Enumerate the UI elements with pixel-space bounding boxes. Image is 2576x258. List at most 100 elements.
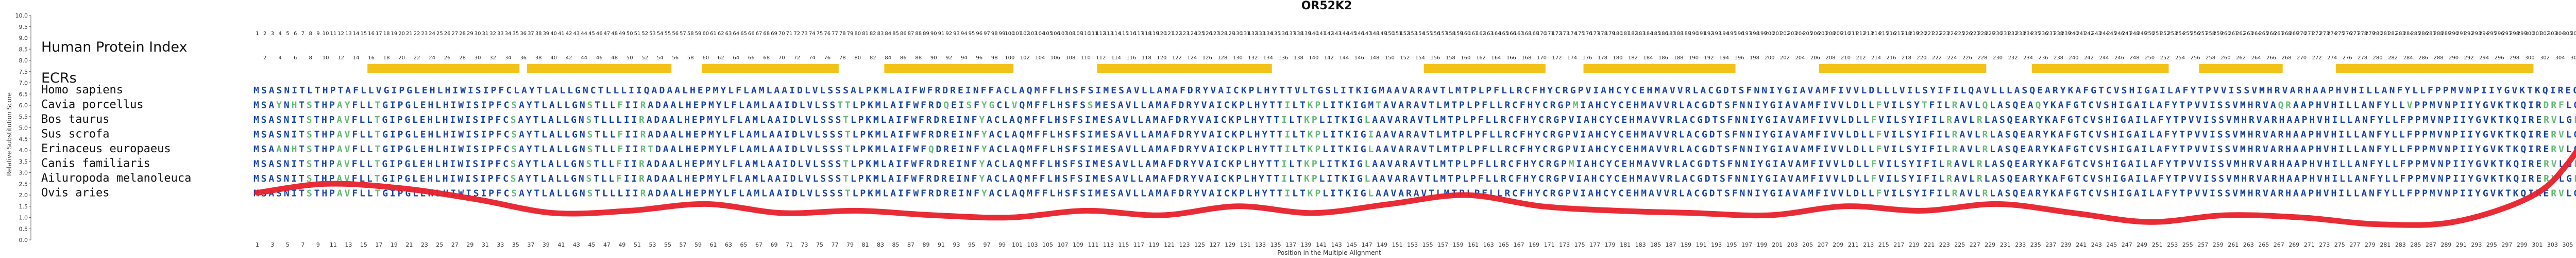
index-number: 268 [2282, 55, 2292, 61]
index-number: 232 [2008, 55, 2018, 61]
y-tick-label: 2.0 [19, 192, 28, 199]
index-number: 133 [1256, 31, 1265, 37]
x-tick-label: 241 [2076, 241, 2087, 248]
index-number: 30 [474, 55, 481, 61]
index-number: 220 [1917, 31, 1926, 37]
x-tick-label: 189 [1681, 241, 1691, 248]
index-number: 11 [330, 31, 337, 37]
index-number: 102 [1020, 55, 1030, 61]
index-number: 253 [2167, 31, 2177, 37]
index-number: 57 [680, 31, 686, 37]
index-number: 34 [505, 55, 512, 61]
x-tick-label: 111 [1088, 241, 1099, 248]
index-number: 80 [854, 55, 861, 61]
index-number: 182 [1628, 31, 1638, 37]
index-number: 172 [1552, 55, 1562, 61]
index-number: 125 [1195, 31, 1205, 37]
x-tick-label: 213 [1863, 241, 1874, 248]
x-tick-label: 81 [862, 241, 869, 248]
index-number: 64 [733, 55, 739, 61]
index-number: 144 [1339, 55, 1349, 61]
index-number: 88 [915, 55, 922, 61]
index-number: 56 [672, 31, 679, 37]
index-number: 234 [2023, 31, 2033, 37]
x-tick-label: 209 [1833, 241, 1843, 248]
index-number: 290 [2449, 31, 2459, 37]
human-index-label: Human Protein Index [41, 39, 188, 55]
index-number: 160 [1461, 55, 1470, 61]
index-number: 28 [459, 31, 466, 37]
x-tick-label: 41 [557, 241, 565, 248]
index-number: 252 [2160, 55, 2170, 61]
index-number: 142 [1324, 55, 1334, 61]
x-tick-label: 57 [679, 241, 686, 248]
index-number: 184 [1643, 55, 1653, 61]
x-tick-label: 145 [1346, 241, 1357, 248]
index-number: 58 [687, 55, 694, 61]
x-tick-label: 203 [1787, 241, 1798, 248]
x-tick-label: 225 [1954, 241, 1965, 248]
index-number: 246 [2114, 55, 2124, 61]
index-number: 270 [2297, 55, 2307, 61]
index-number: 289 [2441, 31, 2451, 37]
index-number: 177 [1590, 31, 1600, 37]
index-number: 264 [2251, 55, 2261, 61]
x-tick-label: 183 [1635, 241, 1646, 248]
index-number: 126 [1202, 55, 1212, 61]
index-number: 69 [771, 31, 777, 37]
index-number: 296 [2495, 31, 2504, 37]
index-number: 190 [1689, 31, 1699, 37]
ecr-bar [2335, 64, 2534, 73]
index-number: 245 [2107, 31, 2116, 37]
x-tick-label: 173 [1559, 241, 1570, 248]
index-number: 82 [870, 31, 876, 37]
index-number: 114 [1111, 31, 1121, 37]
species-name: Sus scrofa [41, 128, 109, 141]
index-number: 256 [2190, 31, 2200, 37]
index-number: 28 [459, 55, 466, 61]
x-tick-label: 299 [2517, 241, 2528, 248]
index-number: 304 [2555, 55, 2565, 61]
ecr-label: ECRs [41, 70, 77, 86]
x-tick-label: 103 [1027, 241, 1038, 248]
x-tick-label: 169 [1529, 241, 1539, 248]
index-number: 51 [634, 31, 641, 37]
index-number: 250 [2145, 31, 2155, 37]
index-number: 150 [1385, 31, 1395, 37]
index-number: 149 [1377, 31, 1387, 37]
index-number: 231 [2001, 31, 2010, 37]
index-number: 235 [2031, 31, 2041, 37]
x-tick-label: 245 [2106, 241, 2117, 248]
index-number: 116 [1126, 55, 1136, 61]
index-number: 286 [2418, 31, 2428, 37]
index-number: 192 [1704, 55, 1714, 61]
index-number: 280 [2373, 31, 2383, 37]
index-number: 176 [1582, 55, 1592, 61]
index-number: 230 [1993, 55, 2003, 61]
index-number: 173 [1560, 31, 1569, 37]
index-number: 14 [353, 55, 360, 61]
index-number: 24 [429, 55, 435, 61]
index-number: 41 [558, 31, 565, 37]
index-number: 266 [2266, 31, 2276, 37]
index-number: 226 [1962, 31, 1972, 37]
index-number: 294 [2479, 55, 2489, 61]
index-number: 268 [2282, 31, 2292, 37]
x-tick-label: 305 [2562, 241, 2573, 248]
index-number: 118 [1142, 31, 1151, 37]
x-tick-label: 99 [998, 241, 1006, 248]
index-number: 130 [1233, 55, 1243, 61]
index-number: 294 [2479, 31, 2489, 37]
index-number: 94 [961, 31, 968, 37]
index-number: 22 [414, 55, 420, 61]
index-number: 167 [1514, 31, 1524, 37]
index-number: 46 [596, 31, 603, 37]
index-number: 194 [1719, 55, 1729, 61]
index-number: 182 [1628, 55, 1638, 61]
index-number: 10 [323, 31, 329, 37]
index-number: 25 [436, 31, 443, 37]
index-number: 226 [1962, 55, 1972, 61]
index-number: 208 [1825, 31, 1835, 37]
index-number: 27 [452, 31, 459, 37]
index-number: 306 [2570, 55, 2576, 61]
